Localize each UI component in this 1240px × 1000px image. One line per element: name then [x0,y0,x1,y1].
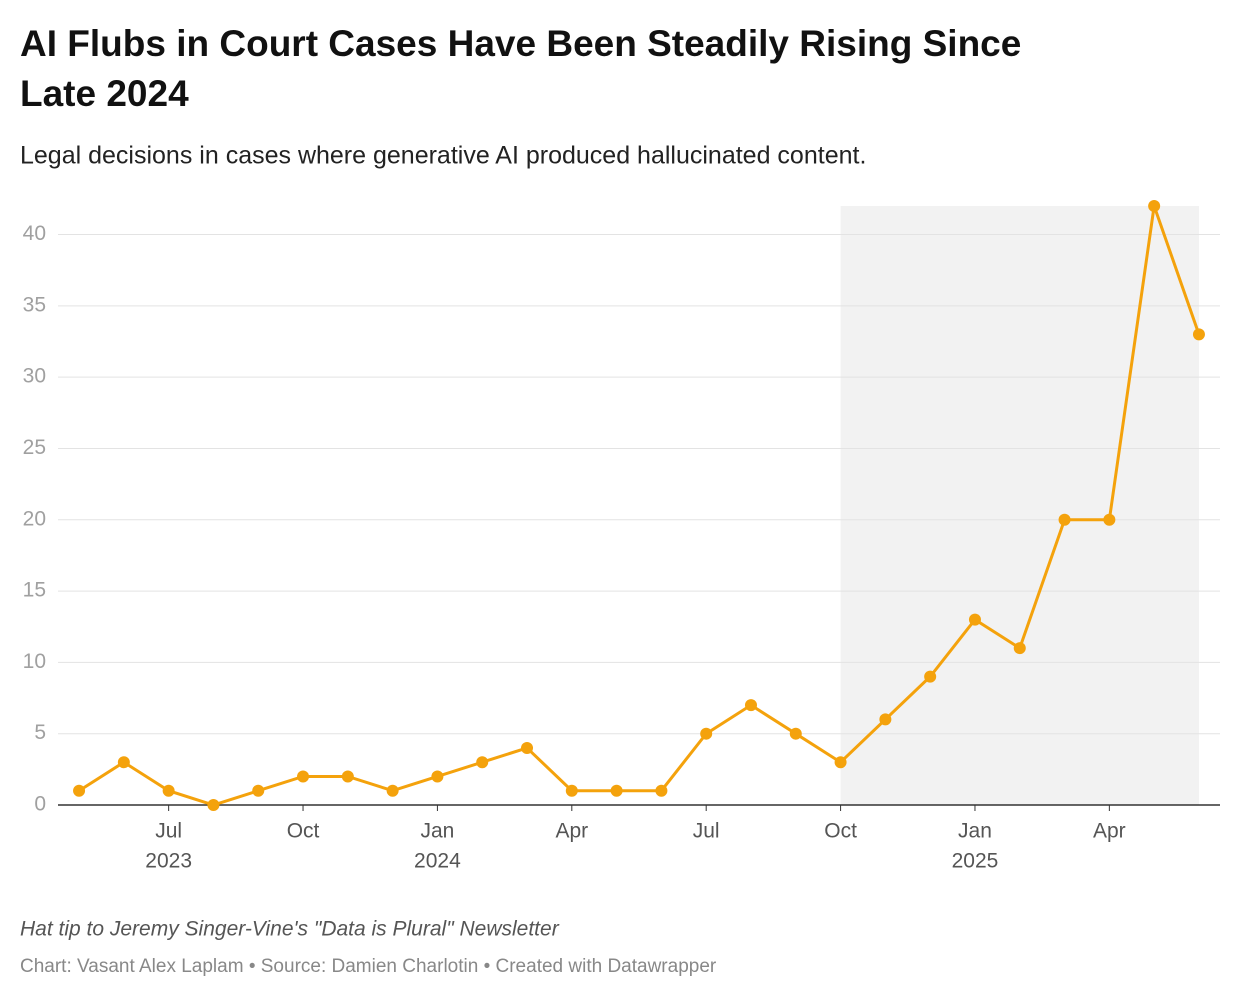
x-tick-year: 2024 [414,850,461,873]
y-tick-label: 30 [23,365,46,388]
point [476,756,489,769]
x-tick-year: 2025 [952,850,999,873]
point [117,756,130,769]
point [431,770,444,783]
point [879,713,892,726]
point [1148,200,1161,212]
point [1013,642,1026,655]
point [968,613,981,626]
point [610,784,623,797]
x-tick-label: Apr [555,820,588,843]
credit: Chart: Vasant Alex Laplam • Source: Dami… [20,956,717,977]
x-tick-label: Jan [420,820,454,843]
highlight-region [840,206,1199,805]
point [297,770,310,783]
point [1058,513,1071,526]
x-tick-year: 2023 [145,850,192,873]
chart-title: AI Flubs in Court Cases Have Been Steadi… [20,23,1021,64]
line [78,205,1201,807]
point [521,741,534,754]
point [162,784,175,797]
point [341,770,354,783]
y-tick-label: 35 [23,293,46,316]
note: Hat tip to Jeremy Singer-Vine's "Data is… [20,918,560,941]
x-tick-label: Apr [1093,820,1126,843]
chart-subtitle: Legal decisions in cases where generativ… [20,142,866,170]
point [565,784,578,797]
chart-title: Late 2024 [20,73,189,114]
point [700,727,713,740]
x-tick-label: Jan [958,820,992,843]
point [655,784,668,797]
y-tick-label: 20 [23,507,46,530]
point [789,727,802,740]
y-tick-label: 10 [23,650,46,673]
y-tick-label: 0 [34,793,46,816]
y-tick-label: 40 [23,222,46,245]
y-tick-label: 15 [23,579,46,602]
x-tick-label: Oct [287,820,320,843]
point [386,784,399,797]
x-tick-label: Oct [824,820,857,843]
y-tick-label: 5 [34,721,46,744]
x-tick-label: Jul [155,820,182,843]
point [924,670,937,683]
point [207,799,220,811]
point [744,699,757,712]
x-tick-label: Jul [693,820,720,843]
point [73,784,86,797]
point [252,784,265,797]
y-tick-label: 25 [23,436,46,459]
point [1103,513,1116,526]
point [1192,328,1205,341]
point [834,756,847,769]
